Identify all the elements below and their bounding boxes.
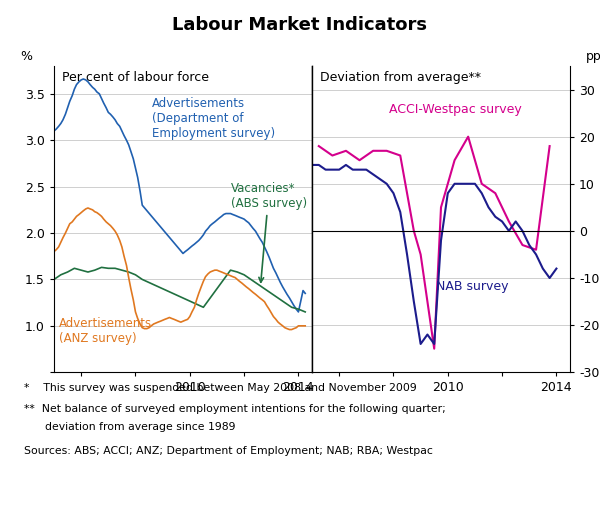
Text: Deviation from average**: Deviation from average** [320, 71, 481, 83]
Text: Sources: ABS; ACCI; ANZ; Department of Employment; NAB; RBA; Westpac: Sources: ABS; ACCI; ANZ; Department of E… [24, 446, 433, 456]
Text: NAB survey: NAB survey [436, 280, 508, 294]
Text: ACCI-Westpac survey: ACCI-Westpac survey [389, 103, 522, 116]
Text: Advertisements
(ANZ survey): Advertisements (ANZ survey) [59, 317, 152, 345]
Text: Labour Market Indicators: Labour Market Indicators [173, 16, 427, 34]
Text: Advertisements
(Department of
Employment survey): Advertisements (Department of Employment… [152, 97, 275, 139]
Text: Per cent of labour force: Per cent of labour force [62, 71, 209, 83]
Text: Vacancies*
(ABS survey): Vacancies* (ABS survey) [230, 182, 307, 282]
Text: %: % [20, 50, 32, 63]
Text: *    This survey was suspended between May 2008 and November 2009: * This survey was suspended between May … [24, 383, 417, 393]
Text: ppt: ppt [586, 50, 600, 63]
Text: deviation from average since 1989: deviation from average since 1989 [24, 422, 235, 432]
Text: **  Net balance of surveyed employment intentions for the following quarter;: ** Net balance of surveyed employment in… [24, 404, 446, 414]
